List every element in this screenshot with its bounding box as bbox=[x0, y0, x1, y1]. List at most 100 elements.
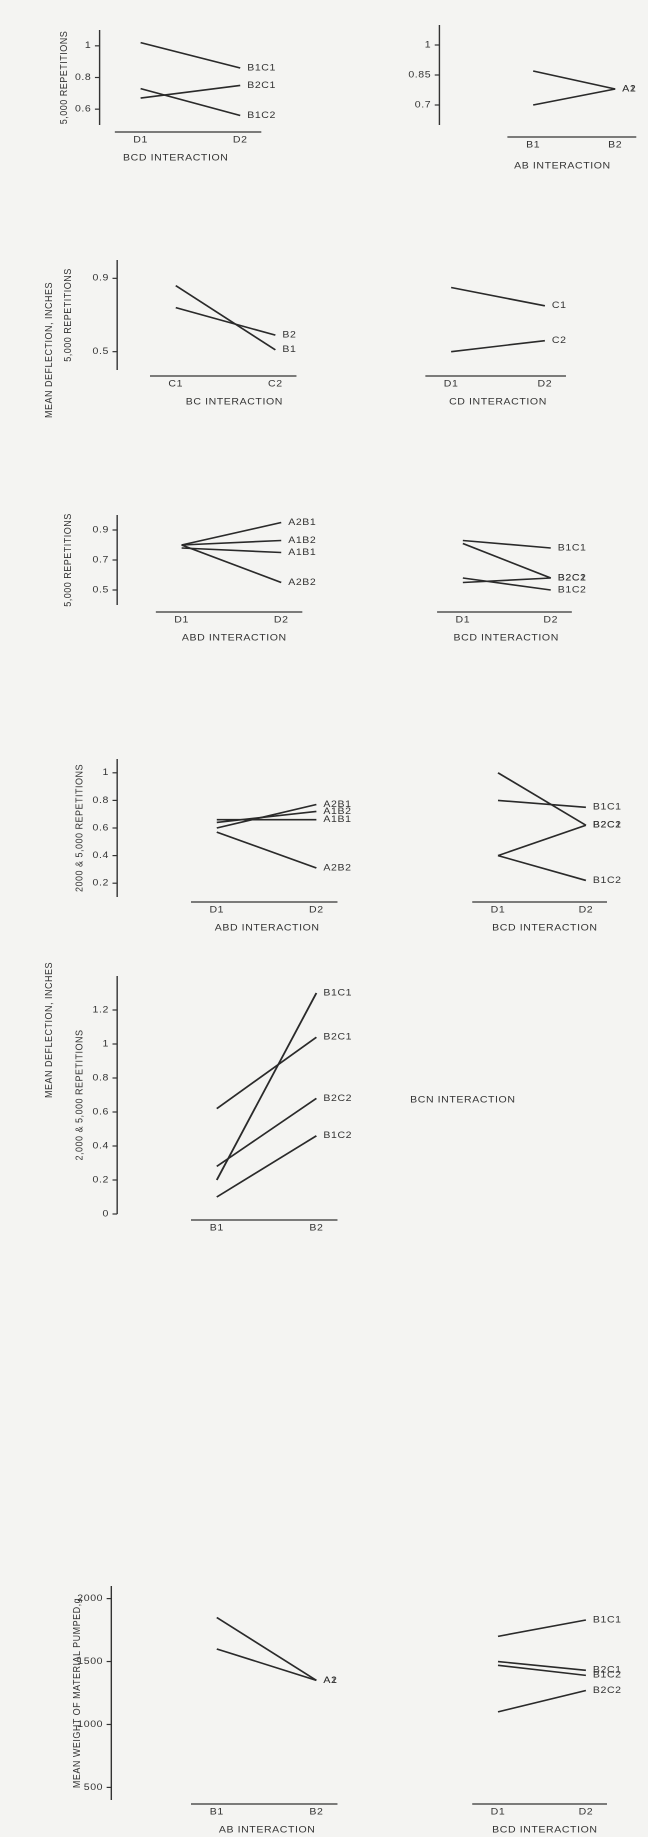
series-label: A2B1 bbox=[323, 800, 351, 810]
series-line bbox=[450, 286, 546, 307]
series-line bbox=[216, 1135, 317, 1198]
y-tick-label: 1.2 bbox=[93, 1005, 109, 1015]
x-tick-label: C2 bbox=[268, 379, 283, 389]
y-tick-label: 1 bbox=[103, 1039, 109, 1049]
series-line bbox=[216, 831, 317, 869]
series-label: B2C2 bbox=[593, 820, 622, 830]
y-axis-label: 5,000 REPETITIONS bbox=[62, 513, 74, 606]
series-line bbox=[181, 521, 282, 546]
series-line bbox=[497, 1660, 587, 1672]
series-line bbox=[140, 41, 241, 69]
series-line bbox=[532, 88, 616, 106]
chart-title: BCN INTERACTION bbox=[410, 1095, 515, 1105]
y-tick-label: 0.9 bbox=[93, 525, 109, 535]
y-tick-label: 0.6 bbox=[75, 104, 91, 114]
x-tick-label: B2 bbox=[309, 1807, 323, 1817]
y-tick-label: 0.5 bbox=[93, 585, 109, 595]
chart-title: AB INTERACTION bbox=[219, 1825, 316, 1835]
series-line bbox=[140, 87, 241, 117]
series-line bbox=[216, 1036, 317, 1110]
y-tick-label: 0.7 bbox=[93, 555, 109, 565]
chart-title: CD INTERACTION bbox=[449, 397, 547, 407]
series-label: B1C1 bbox=[558, 543, 587, 553]
x-tick-label: D2 bbox=[309, 905, 324, 915]
x-tick-label: D1 bbox=[133, 135, 148, 145]
x-tick-label: C1 bbox=[168, 379, 183, 389]
series-label: B2C2 bbox=[558, 573, 587, 583]
series-label: A1B2 bbox=[288, 536, 316, 546]
series-label: A1B2 bbox=[323, 806, 351, 816]
x-tick-label: D1 bbox=[456, 615, 471, 625]
series-line bbox=[462, 539, 551, 549]
series-label: B2C1 bbox=[558, 573, 587, 583]
series-label: C1 bbox=[552, 301, 567, 311]
y-tick-label: 0.9 bbox=[93, 273, 109, 283]
series-line bbox=[532, 70, 616, 90]
series-line bbox=[216, 1616, 317, 1682]
y-axis-label: 2000 & 5,000 REPETITIONS bbox=[74, 764, 86, 892]
y-tick-label: 0.8 bbox=[93, 1073, 109, 1083]
chart-title: BCD INTERACTION bbox=[123, 153, 228, 163]
series-line bbox=[462, 577, 551, 584]
x-tick-label: D2 bbox=[233, 135, 248, 145]
y-tick-label: 0.8 bbox=[75, 73, 91, 83]
y-tick-label: 1 bbox=[103, 768, 109, 778]
x-tick-label: B1 bbox=[526, 140, 540, 150]
series-line bbox=[497, 1689, 587, 1713]
series-line bbox=[497, 772, 587, 826]
y-tick-label: 0.5 bbox=[93, 347, 109, 357]
series-line bbox=[497, 854, 587, 882]
x-tick-label: D2 bbox=[543, 615, 558, 625]
series-label: B2C1 bbox=[593, 820, 622, 830]
x-tick-label: D1 bbox=[491, 905, 506, 915]
side-label: MEAN DEFLECTION, INCHES bbox=[43, 282, 55, 418]
series-label: B2C2 bbox=[323, 1093, 352, 1103]
series-label: B1C2 bbox=[593, 1670, 622, 1680]
y-tick-label: 0.4 bbox=[93, 851, 109, 861]
series-label: A2B1 bbox=[288, 518, 316, 528]
y-tick-label: 500 bbox=[84, 1782, 103, 1792]
y-tick-label: 0 bbox=[103, 1209, 109, 1219]
series-line bbox=[175, 306, 276, 336]
chart-title: BC INTERACTION bbox=[186, 397, 283, 407]
series-line bbox=[216, 1097, 317, 1168]
series-label: B1C1 bbox=[247, 63, 276, 73]
y-tick-label: 0.2 bbox=[93, 878, 109, 888]
series-line bbox=[497, 799, 586, 809]
series-label: C2 bbox=[552, 336, 567, 346]
y-tick-label: 0.4 bbox=[93, 1141, 109, 1151]
y-axis-label: 5,000 REPETITIONS bbox=[62, 268, 74, 361]
series-label: B1C2 bbox=[323, 1131, 352, 1141]
x-tick-label: D2 bbox=[579, 905, 594, 915]
series-label: B2C1 bbox=[247, 80, 276, 90]
x-tick-label: B2 bbox=[608, 140, 622, 150]
chart-title: BCD INTERACTION bbox=[492, 1825, 597, 1835]
y-tick-label: 1000 bbox=[77, 1720, 103, 1730]
series-label: B1C1 bbox=[593, 802, 622, 812]
series-line bbox=[215, 992, 318, 1181]
x-tick-label: B1 bbox=[210, 1807, 224, 1817]
x-tick-label: B1 bbox=[210, 1223, 224, 1233]
series-label: B2C1 bbox=[323, 1032, 352, 1042]
series-line bbox=[175, 285, 276, 351]
series-line bbox=[181, 544, 282, 584]
series-label: A1B1 bbox=[288, 548, 316, 558]
y-tick-label: 1 bbox=[85, 41, 91, 51]
y-tick-label: 0.85 bbox=[408, 70, 431, 80]
y-tick-label: 0.2 bbox=[93, 1175, 109, 1185]
series-label: A2B2 bbox=[288, 578, 316, 588]
y-tick-label: 0.6 bbox=[93, 823, 109, 833]
y-tick-label: 0.7 bbox=[415, 100, 431, 110]
series-line bbox=[462, 542, 552, 579]
series-line bbox=[181, 539, 282, 546]
series-label: B1C2 bbox=[247, 111, 276, 121]
chart-title: BCD INTERACTION bbox=[492, 923, 597, 933]
y-tick-label: 2000 bbox=[77, 1594, 103, 1604]
series-label: B2C2 bbox=[593, 1686, 622, 1696]
series-label: A2 bbox=[622, 84, 636, 94]
chart-title: ABD INTERACTION bbox=[215, 923, 320, 933]
series-line bbox=[451, 339, 546, 353]
